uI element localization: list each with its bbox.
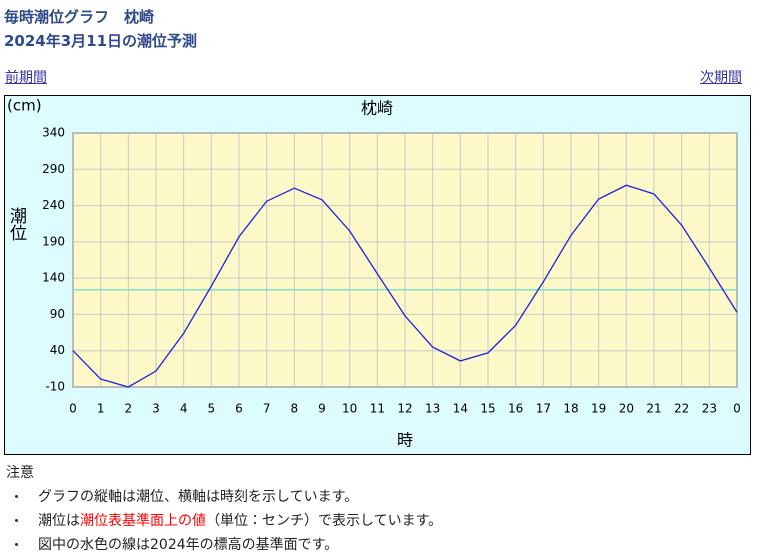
x-tick-label: 18 — [563, 402, 578, 416]
x-tick-label: 13 — [425, 402, 440, 416]
page-subtitle: 2024年3月11日の潮位予測 — [4, 32, 198, 50]
chart-title: 枕崎 — [361, 99, 393, 118]
y-tick-label: 40 — [50, 343, 65, 357]
x-tick-label: 22 — [674, 402, 689, 416]
y-tick-label: 290 — [42, 162, 65, 176]
y-tick-label: 140 — [42, 271, 65, 285]
x-tick-label: 0 — [733, 402, 741, 416]
plot-border — [72, 132, 738, 388]
note-item: 図中の水色の線は2024年の標高の基準面です。 — [6, 534, 442, 554]
prev-link[interactable]: 前期間 — [5, 70, 47, 86]
x-tick-label: 15 — [480, 402, 495, 416]
x-tick-label: 12 — [397, 402, 412, 416]
y-unit: (cm) — [7, 97, 42, 115]
note-text: 図中の水色の線は2024年の標高の基準面です。 — [38, 537, 339, 553]
x-tick-label: 5 — [208, 402, 216, 416]
note-text: 潮位表基準面上の値 — [80, 513, 206, 529]
note-text: 潮位は — [38, 513, 80, 529]
notes: 注意 グラフの縦軸は潮位、横軸は時刻を示しています。 潮位は潮位表基準面上の値（単… — [6, 462, 442, 554]
y-tick-label: -10 — [45, 380, 65, 394]
x-tick-label: 21 — [646, 402, 661, 416]
y-axis-label: 潮位 — [6, 207, 27, 241]
x-tick-label: 23 — [702, 402, 717, 416]
x-tick-label: 11 — [370, 402, 385, 416]
x-tick-label: 4 — [180, 402, 188, 416]
tide-line — [72, 184, 738, 388]
x-tick-label: 8 — [291, 402, 299, 416]
x-tick-label: 20 — [619, 402, 634, 416]
x-tick-label: 14 — [453, 402, 468, 416]
x-tick-label: 3 — [152, 402, 160, 416]
x-tick-label: 19 — [591, 402, 606, 416]
page-title: 毎時潮位グラフ 枕崎 — [4, 8, 155, 26]
x-tick-label: 2 — [125, 402, 133, 416]
note-text: （単位：センチ）で表示しています。 — [206, 513, 443, 529]
y-tick-label: 90 — [50, 307, 65, 321]
x-tick-label: 9 — [318, 402, 326, 416]
note-item: 潮位は潮位表基準面上の値（単位：センチ）で表示しています。 — [6, 510, 442, 530]
notes-heading: 注意 — [6, 465, 34, 481]
y-tick-label: 240 — [42, 198, 65, 212]
next-link[interactable]: 次期間 — [700, 70, 742, 86]
x-tick-label: 6 — [235, 402, 243, 416]
x-tick-label: 1 — [97, 402, 105, 416]
x-tick-label: 16 — [508, 402, 523, 416]
y-tick-label: 190 — [42, 234, 65, 248]
x-tick-label: 10 — [342, 402, 357, 416]
x-tick-label: 17 — [536, 402, 551, 416]
note-item: グラフの縦軸は潮位、横軸は時刻を示しています。 — [6, 486, 442, 506]
y-tick-label: 340 — [42, 126, 65, 140]
note-text: グラフの縦軸は潮位、横軸は時刻を示しています。 — [38, 489, 359, 505]
x-axis-label: 時 — [397, 431, 413, 450]
x-tick-label: 7 — [263, 402, 271, 416]
x-tick-label: 0 — [69, 402, 77, 416]
